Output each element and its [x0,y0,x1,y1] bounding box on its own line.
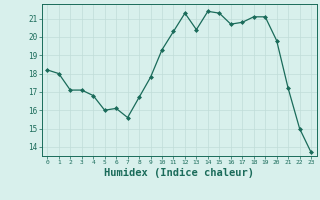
X-axis label: Humidex (Indice chaleur): Humidex (Indice chaleur) [104,168,254,178]
